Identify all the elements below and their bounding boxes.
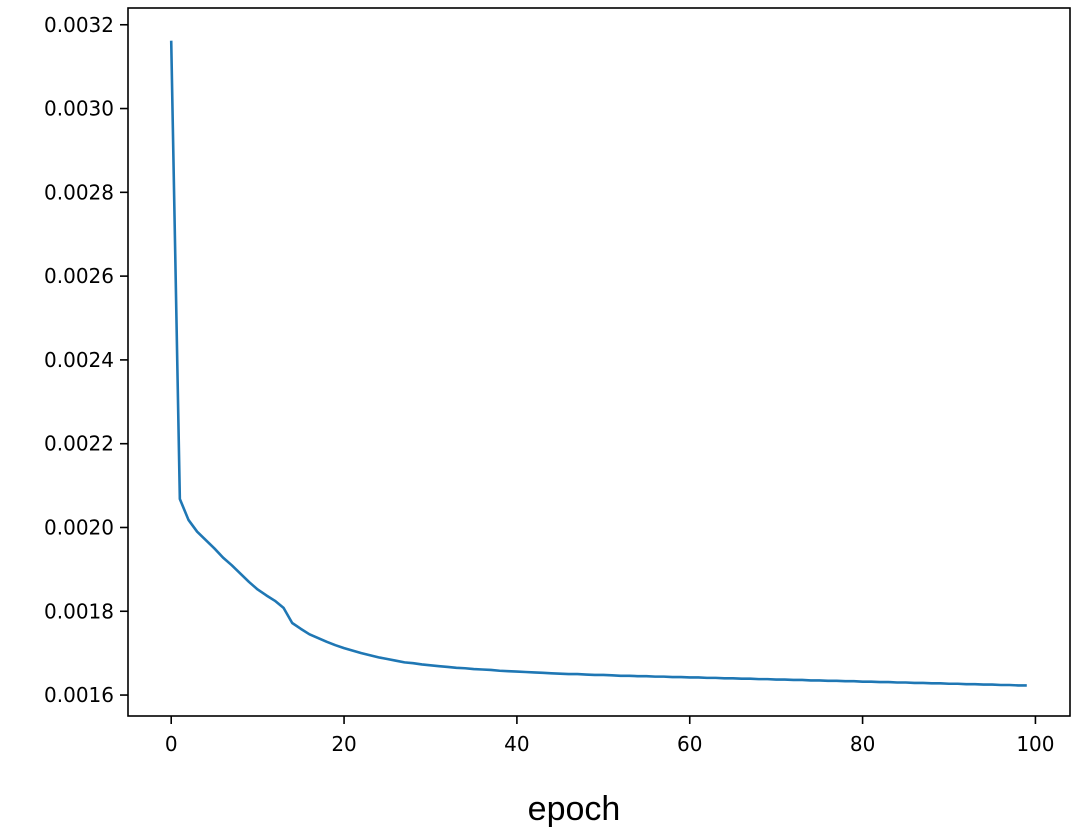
series-line <box>169 40 1027 687</box>
x-tick-label: 20 <box>331 732 356 756</box>
y-tick-label: 0.0028 <box>44 180 114 204</box>
x-tick-label: 0 <box>165 732 178 756</box>
y-tick-label: 0.0030 <box>44 97 114 121</box>
y-axis-ticks: 0.0016 0.0018 0.0020 0.0022 0.0024 0.0026 0.00… <box>44 13 128 707</box>
y-tick-label: 0.0020 <box>44 515 114 539</box>
x-axis-label: epoch <box>528 790 621 828</box>
x-tick-label: 60 <box>677 732 702 756</box>
y-tick-label: 0.0022 <box>44 432 114 456</box>
y-tick-label: 0.0018 <box>44 599 114 623</box>
x-tick-label: 80 <box>850 732 875 756</box>
y-tick-label: 0.0032 <box>44 13 114 37</box>
plot-area-frame <box>127 7 1071 717</box>
y-tick-label: 0.0026 <box>44 264 114 288</box>
x-tick-label: 100 <box>1016 732 1054 756</box>
x-tick-label: 40 <box>504 732 529 756</box>
x-axis-ticks: 0 20 40 60 80 100 <box>165 716 1055 756</box>
y-tick-label: 0.0024 <box>44 348 114 372</box>
y-tick-label: 0.0016 <box>44 683 114 707</box>
